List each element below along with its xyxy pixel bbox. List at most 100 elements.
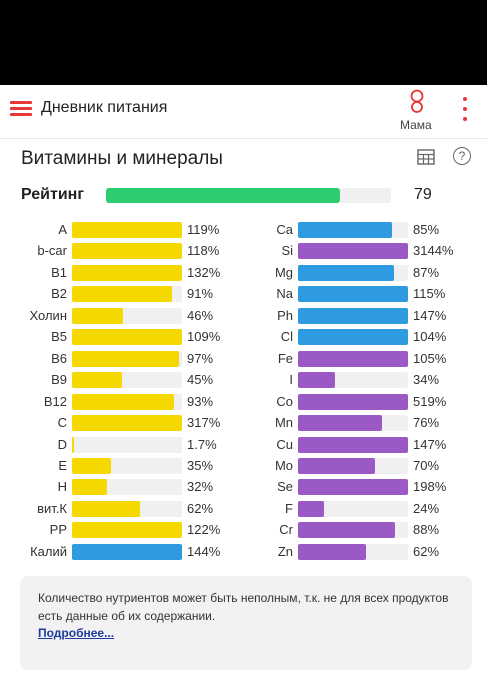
- nutrient-bar: [298, 522, 408, 539]
- nutrient-name: Co: [276, 393, 293, 409]
- more-options-icon[interactable]: [462, 97, 468, 127]
- nutrient-bar: [72, 350, 182, 367]
- nutrient-bar: [72, 393, 182, 410]
- nutrient-name: Se: [277, 479, 293, 495]
- nutrient-bar: [298, 436, 408, 453]
- table-view-icon[interactable]: [417, 149, 435, 165]
- nutrient-name: Si: [281, 243, 293, 259]
- nutrient-value: 24%: [413, 500, 440, 516]
- nutrient-value: 147%: [413, 436, 447, 452]
- nutrient-value: 88%: [413, 522, 440, 538]
- nutrient-value: 3144%: [413, 243, 454, 259]
- nutrient-bar-fill: [72, 307, 123, 324]
- nutrient-value: 147%: [413, 307, 447, 323]
- nutrient-bar-fill: [298, 457, 375, 474]
- nutrient-value: 317%: [187, 415, 221, 431]
- nutrient-bar: [72, 479, 182, 496]
- user-name[interactable]: Мама: [400, 118, 432, 132]
- nutrient-value: 109%: [187, 329, 221, 345]
- nutrient-bar-fill: [298, 393, 408, 410]
- nutrient-name: PP: [49, 522, 67, 538]
- nutrient-value: 198%: [413, 479, 447, 495]
- nutrient-value: 87%: [413, 264, 440, 280]
- nutrient-value: 115%: [413, 286, 446, 302]
- nutrient-bar-fill: [72, 243, 182, 260]
- nutrient-name: вит.К: [37, 500, 67, 516]
- nutrient-bar-fill: [72, 522, 182, 539]
- nutrient-bar-fill: [298, 415, 382, 432]
- nutrient-bar-fill: [298, 436, 408, 453]
- nutrient-bar: [72, 222, 182, 238]
- nutrient-name: Zn: [277, 543, 293, 559]
- nutrient-value: 93%: [187, 393, 214, 409]
- nutrient-name: Cr: [279, 522, 293, 538]
- nutrient-value: 70%: [413, 457, 440, 473]
- nutrient-bar-fill: [72, 543, 182, 560]
- nutrient-name: Cu: [276, 436, 293, 452]
- nutrient-value: 132%: [187, 264, 221, 280]
- nutrient-bar-fill: [72, 286, 173, 303]
- nutrient-bar: [72, 329, 182, 346]
- nutrient-bar-fill: [298, 500, 325, 517]
- nutrient-bar: [298, 415, 408, 432]
- nutrient-name: B1: [51, 264, 67, 280]
- nutrient-name: Калий: [30, 543, 67, 559]
- app-screen: Дневник питания Мама Витамины и минералы…: [0, 85, 487, 680]
- nutrient-value: 85%: [413, 222, 440, 237]
- nutrient-value: 519%: [413, 393, 447, 409]
- nutrient-value: 119%: [187, 222, 220, 237]
- nutrient-name: b-car: [37, 243, 67, 259]
- nutrient-name: B2: [51, 286, 67, 302]
- nutrient-bar-fill: [72, 500, 141, 517]
- nutrient-bar: [72, 286, 182, 303]
- nutrient-value: 62%: [187, 500, 214, 516]
- help-icon[interactable]: ?: [453, 147, 471, 165]
- nutrient-bar: [298, 264, 408, 281]
- nutrient-name: Ca: [276, 222, 293, 237]
- nutrient-bar: [298, 243, 408, 260]
- nutrient-value: 1.7%: [187, 436, 217, 452]
- nutrient-bar: [298, 329, 408, 346]
- nutrient-bar-fill: [298, 329, 408, 346]
- nutrient-bar-fill: [72, 372, 122, 389]
- nutrient-bar: [72, 436, 182, 453]
- nutrient-bar-fill: [298, 307, 408, 324]
- nutrient-value: 104%: [413, 329, 447, 345]
- nutrient-bar-fill: [298, 479, 408, 496]
- nutrient-bar: [298, 286, 408, 303]
- nutrient-bar-fill: [298, 350, 408, 367]
- section-title: Витамины и минералы: [21, 148, 223, 169]
- nutrient-value: 144%: [187, 543, 221, 559]
- nutrient-bar: [72, 500, 182, 517]
- nutrient-bar-fill: [72, 436, 74, 453]
- nutrient-value: 32%: [187, 479, 214, 495]
- nutrient-name: C: [57, 415, 67, 431]
- nutrient-bar: [298, 350, 408, 367]
- hamburger-menu-icon[interactable]: [10, 101, 32, 117]
- user-icon[interactable]: [407, 89, 427, 113]
- nutrient-name: B12: [43, 393, 67, 409]
- nutrient-bar-fill: [298, 372, 336, 389]
- nutrient-bar: [72, 522, 182, 539]
- nutrient-name: Mg: [274, 264, 293, 280]
- nutrient-bar: [298, 222, 408, 238]
- nutrient-name: H: [57, 479, 67, 495]
- nutrient-name: B6: [51, 350, 67, 366]
- nutrient-bar: [72, 243, 182, 260]
- more-info-link[interactable]: Подробнее...: [38, 626, 115, 640]
- nutrient-name: Fe: [277, 350, 293, 366]
- app-bar: Дневник питания Мама: [0, 85, 487, 139]
- nutrient-bar: [72, 415, 182, 432]
- nutrient-name: E: [58, 457, 67, 473]
- nutrient-name: I: [289, 372, 293, 388]
- nutrient-bar: [298, 457, 408, 474]
- note-text: Количество нутриентов может быть неполны…: [38, 591, 449, 623]
- nutrient-bar: [298, 500, 408, 517]
- nutrient-name: B5: [51, 329, 67, 345]
- nutrient-bar-fill: [72, 222, 182, 238]
- nutrient-bar-fill: [298, 243, 408, 260]
- nutrient-value: 91%: [187, 286, 214, 302]
- nutrient-value: 76%: [413, 415, 440, 431]
- nutrient-name: B9: [51, 372, 67, 388]
- nutrient-bar: [298, 307, 408, 324]
